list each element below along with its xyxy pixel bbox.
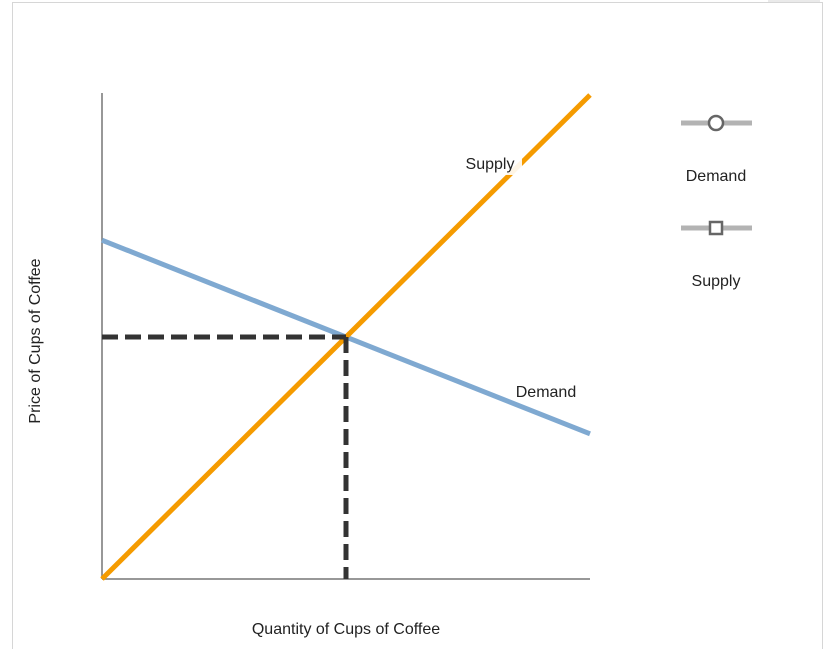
legend-label: Supply: [692, 273, 741, 290]
line-label: Demand: [516, 384, 576, 401]
y-axis-label: Price of Cups of Coffee: [27, 258, 44, 423]
line-label: Supply: [466, 156, 515, 173]
legend-marker: [707, 114, 725, 132]
legend-label: Demand: [686, 168, 746, 185]
legend-marker: [708, 220, 724, 236]
label-background: [462, 155, 522, 175]
x-axis-label: Quantity of Cups of Coffee: [252, 621, 440, 638]
panel: [12, 2, 823, 649]
